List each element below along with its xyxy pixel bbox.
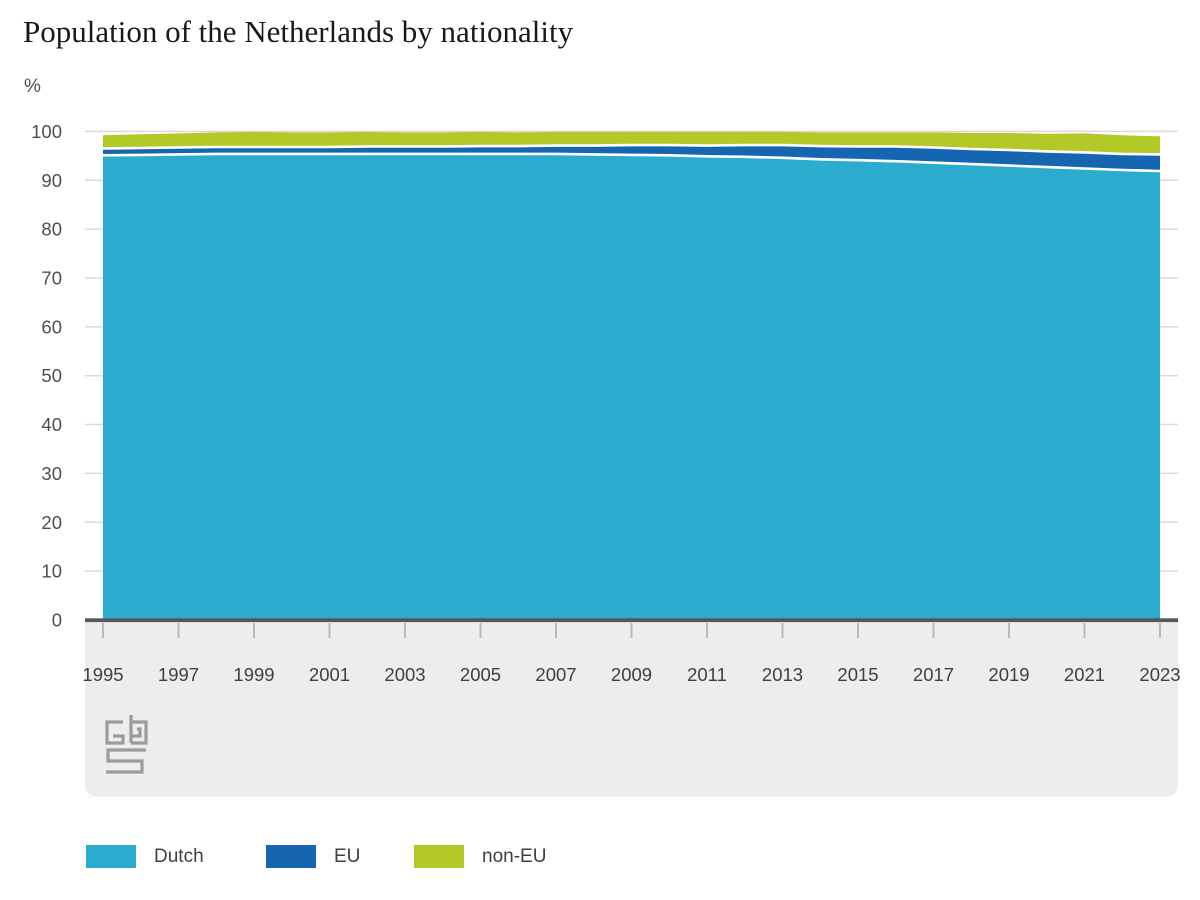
cbs-logo-icon — [105, 715, 148, 774]
svg-text:50: 50 — [41, 365, 62, 386]
eu-swatch-icon — [266, 845, 316, 868]
svg-text:2003: 2003 — [384, 664, 425, 685]
svg-text:2015: 2015 — [837, 664, 878, 685]
svg-text:2011: 2011 — [687, 664, 727, 685]
svg-text:2017: 2017 — [913, 664, 954, 685]
svg-text:60: 60 — [41, 316, 62, 337]
stacked-area-chart: 0 10 20 30 40 50 60 70 80 90 100 1995 1997 1999 2001 20… — [31, 121, 1181, 797]
chart-title: Population of the Netherlands by nationa… — [23, 14, 574, 49]
svg-text:2007: 2007 — [535, 664, 576, 685]
svg-text:40: 40 — [41, 414, 62, 435]
svg-text:30: 30 — [41, 463, 62, 484]
x-axis-band — [85, 622, 1178, 797]
svg-text:2013: 2013 — [762, 664, 803, 685]
y-axis-labels: 0 10 20 30 40 50 60 70 80 90 100 — [31, 121, 62, 631]
svg-text:20: 20 — [41, 512, 62, 533]
svg-text:0: 0 — [52, 610, 62, 631]
area-band-non-eu[interactable] — [103, 131, 1160, 155]
x-axis-line — [85, 618, 1178, 623]
legend-label-dutch: Dutch — [154, 845, 204, 867]
svg-text:70: 70 — [41, 268, 62, 289]
svg-text:2023: 2023 — [1139, 664, 1180, 685]
legend-label-eu: EU — [334, 845, 361, 867]
legend-label-noneu: non-EU — [482, 845, 547, 867]
svg-text:10: 10 — [41, 561, 62, 582]
band-separator — [102, 152, 1161, 173]
legend: Dutch EU non-EU — [86, 845, 546, 868]
svg-text:2019: 2019 — [988, 664, 1029, 685]
noneu-swatch-icon — [414, 845, 464, 868]
plot-area: 0 10 20 30 40 50 60 70 80 90 100 1995 1997 1999 2001 20… — [0, 100, 1200, 820]
x-axis-ticks: 1995 1997 1999 2001 2003 2005 2007 2009 2011 2013… — [82, 623, 1181, 685]
area-band-eu[interactable] — [103, 145, 1160, 171]
band-separator — [102, 143, 1161, 156]
svg-text:2005: 2005 — [460, 664, 501, 685]
svg-text:80: 80 — [41, 219, 62, 240]
legend-item-noneu[interactable]: non-EU — [414, 845, 546, 868]
svg-text:1997: 1997 — [158, 664, 199, 685]
area-band-dutch[interactable] — [103, 153, 1160, 620]
legend-item-eu[interactable]: EU — [266, 845, 414, 868]
y-axis-unit-label: % — [24, 76, 41, 97]
svg-text:2001: 2001 — [309, 664, 350, 685]
svg-text:1999: 1999 — [233, 664, 274, 685]
svg-text:1995: 1995 — [82, 664, 123, 685]
legend-item-dutch[interactable]: Dutch — [86, 845, 266, 868]
dutch-swatch-icon — [86, 845, 136, 868]
svg-text:2021: 2021 — [1064, 664, 1105, 685]
svg-text:100: 100 — [31, 121, 62, 142]
svg-text:90: 90 — [41, 170, 62, 191]
svg-text:2009: 2009 — [611, 664, 652, 685]
